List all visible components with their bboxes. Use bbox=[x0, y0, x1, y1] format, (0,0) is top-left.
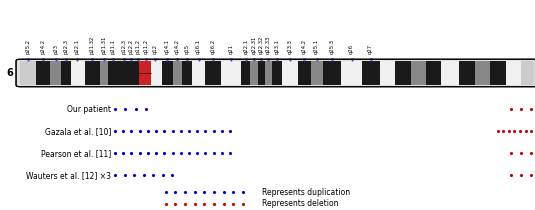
Bar bbox=[182, 61, 193, 85]
Text: p21.1: p21.1 bbox=[111, 38, 116, 54]
Text: 6: 6 bbox=[6, 68, 13, 78]
Text: Represents deletion: Represents deletion bbox=[262, 199, 339, 208]
Bar bbox=[310, 61, 323, 85]
Text: p12.2: p12.2 bbox=[129, 38, 134, 54]
Text: q14.1: q14.1 bbox=[165, 38, 170, 54]
Text: q27: q27 bbox=[368, 43, 373, 54]
Bar bbox=[441, 61, 460, 85]
Text: p25.2: p25.2 bbox=[26, 38, 30, 54]
Text: q22.32: q22.32 bbox=[259, 35, 264, 54]
Text: p23: p23 bbox=[54, 43, 58, 54]
Text: Represents duplication: Represents duplication bbox=[262, 188, 350, 197]
Text: q22.1: q22.1 bbox=[243, 38, 248, 54]
Bar bbox=[128, 61, 134, 85]
Text: Our patient: Our patient bbox=[67, 105, 111, 114]
Text: p21.32: p21.32 bbox=[90, 35, 95, 54]
Bar bbox=[220, 61, 241, 85]
Text: q16.1: q16.1 bbox=[196, 38, 201, 54]
Bar bbox=[297, 61, 310, 85]
FancyBboxPatch shape bbox=[16, 59, 535, 87]
Text: q26: q26 bbox=[349, 43, 354, 54]
Bar bbox=[142, 61, 150, 85]
Text: Wauters et al. [12] ×3: Wauters et al. [12] ×3 bbox=[26, 171, 111, 180]
Text: q25.3: q25.3 bbox=[330, 39, 334, 54]
Text: p24.2: p24.2 bbox=[41, 38, 45, 54]
Bar bbox=[71, 61, 85, 85]
Text: q16.2: q16.2 bbox=[210, 38, 216, 54]
Text: p12.3: p12.3 bbox=[121, 39, 126, 54]
Bar bbox=[411, 61, 426, 85]
Text: p22.3: p22.3 bbox=[64, 39, 68, 54]
Text: p22.1: p22.1 bbox=[75, 38, 80, 54]
Text: q21: q21 bbox=[228, 43, 233, 54]
Bar bbox=[282, 61, 297, 85]
Bar bbox=[460, 61, 475, 85]
Bar bbox=[362, 61, 380, 85]
Text: q12: q12 bbox=[153, 43, 158, 54]
Bar bbox=[490, 61, 506, 85]
Text: q14.2: q14.2 bbox=[175, 38, 180, 54]
Bar bbox=[162, 61, 173, 85]
Bar bbox=[395, 61, 411, 85]
Bar bbox=[205, 61, 220, 85]
Bar bbox=[62, 61, 71, 85]
Bar bbox=[258, 61, 265, 85]
Bar bbox=[108, 61, 119, 85]
Text: q22.33: q22.33 bbox=[266, 35, 271, 54]
Bar bbox=[506, 61, 521, 85]
Text: q24.2: q24.2 bbox=[301, 38, 307, 54]
Bar bbox=[100, 61, 108, 85]
Bar bbox=[134, 61, 142, 85]
Text: q15: q15 bbox=[185, 43, 190, 54]
Bar bbox=[380, 61, 395, 85]
Bar bbox=[140, 61, 151, 85]
Text: p11.2: p11.2 bbox=[136, 38, 141, 54]
Bar bbox=[250, 61, 258, 85]
Bar bbox=[241, 61, 250, 85]
Bar bbox=[85, 61, 100, 85]
Bar bbox=[426, 61, 441, 85]
Text: q22.31: q22.31 bbox=[251, 35, 256, 54]
Bar bbox=[323, 61, 341, 85]
Bar bbox=[475, 61, 490, 85]
Bar bbox=[521, 61, 534, 85]
Bar bbox=[20, 61, 36, 85]
Bar bbox=[50, 61, 62, 85]
Bar bbox=[193, 61, 205, 85]
Bar bbox=[173, 61, 182, 85]
Text: q23.3: q23.3 bbox=[287, 39, 293, 54]
Text: Pearson et al. [11]: Pearson et al. [11] bbox=[41, 149, 111, 158]
Bar bbox=[341, 61, 362, 85]
Text: q23.1: q23.1 bbox=[274, 39, 280, 54]
Bar bbox=[119, 61, 128, 85]
Text: p21.31: p21.31 bbox=[101, 35, 106, 54]
Bar bbox=[36, 61, 50, 85]
Bar bbox=[265, 61, 272, 85]
Text: Gazala et al. [10]: Gazala et al. [10] bbox=[45, 127, 111, 136]
Text: q25.1: q25.1 bbox=[314, 38, 319, 54]
Bar bbox=[272, 61, 282, 85]
Bar bbox=[150, 61, 162, 85]
Text: q11.2: q11.2 bbox=[144, 38, 149, 54]
